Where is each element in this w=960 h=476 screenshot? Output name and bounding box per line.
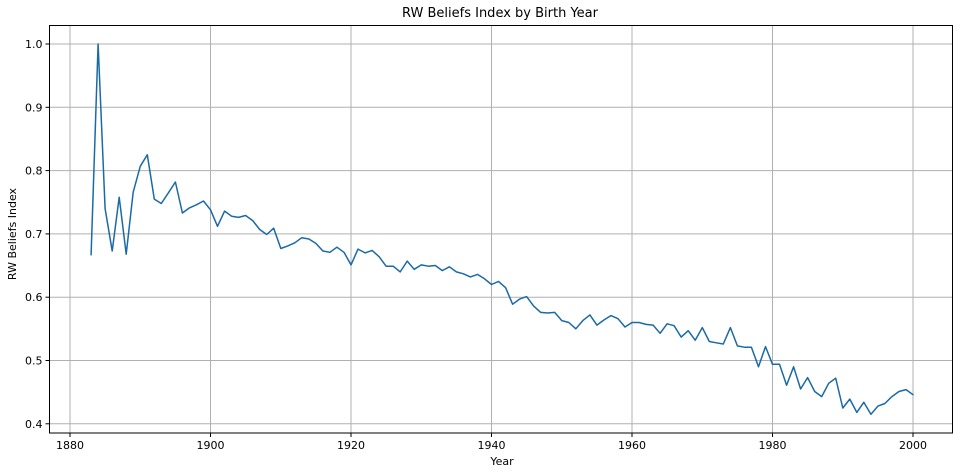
x-tick-label: 1960 [618, 439, 646, 452]
y-tick-label: 0.7 [25, 228, 43, 241]
y-axis-label: RW Beliefs Index [6, 187, 19, 280]
x-axis-ticks: 1880 1900 1920 1940 1960 1980 2000 [56, 433, 927, 452]
plot-frame [49, 25, 953, 434]
data-series [90, 43, 914, 416]
x-axis-label: Year [489, 455, 514, 468]
y-tick-label: 0.4 [25, 418, 43, 431]
y-tick-label: 0.9 [25, 101, 43, 114]
x-tick-label: 1980 [759, 439, 787, 452]
y-tick-label: 0.6 [25, 291, 43, 304]
series-line [90, 43, 914, 416]
x-tick-label: 1940 [478, 439, 506, 452]
x-tick-label: 2000 [899, 439, 927, 452]
y-tick-label: 1.0 [25, 38, 43, 51]
chart-title: RW Beliefs Index by Birth Year [402, 6, 599, 21]
x-tick-label: 1900 [197, 439, 225, 452]
x-tick-label: 1880 [56, 439, 84, 452]
gridlines [49, 25, 953, 433]
y-tick-label: 0.8 [25, 165, 43, 178]
x-tick-label: 1920 [337, 439, 365, 452]
y-tick-label: 0.5 [25, 355, 43, 368]
y-axis-ticks: 0.4 0.5 0.6 0.7 0.8 0.9 1.0 [25, 38, 50, 431]
